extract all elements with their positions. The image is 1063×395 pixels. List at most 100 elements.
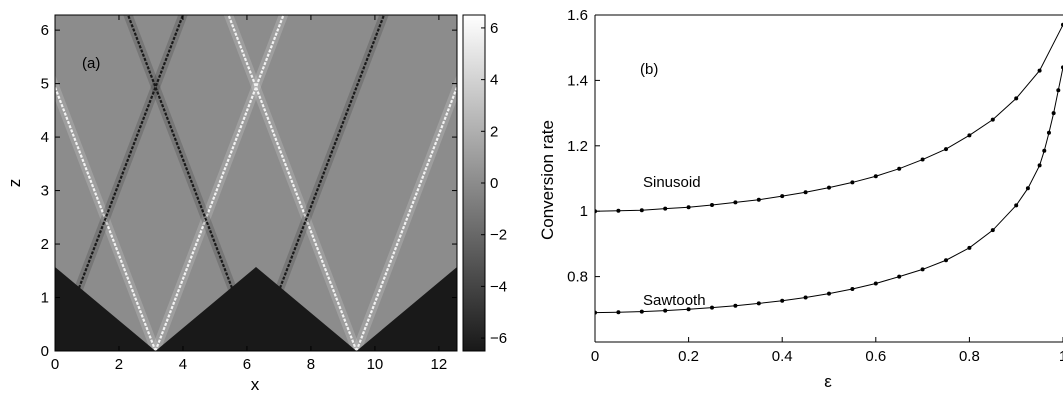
data-point-sawtooth <box>663 308 668 313</box>
line-x-axis-label: ε <box>824 372 832 391</box>
data-point-sinusoid <box>827 185 831 190</box>
data-point-sawtooth <box>850 287 855 292</box>
data-point-sawtooth <box>733 303 738 308</box>
beam-line-light <box>154 15 285 351</box>
line-axes: 0 0.2 0.4 0.6 0.8 1 1.6 1.4 1.2 1 0.8 <box>567 7 1063 365</box>
line-y-tick-label: 0.8 <box>567 269 588 286</box>
data-point-sawtooth <box>1046 130 1051 135</box>
beam-halo-light <box>55 74 160 351</box>
data-point-sawtooth <box>827 291 831 296</box>
colorbar-tick-label: 6 <box>490 20 498 37</box>
colorbar-tick-label: 0 <box>490 175 498 192</box>
data-point-sinusoid <box>710 202 714 207</box>
data-point-sawtooth <box>944 258 948 263</box>
line-y-tick-label: 1.6 <box>567 7 588 24</box>
data-point-sinusoid <box>1037 68 1042 73</box>
sawtooth-annotation: Sawtooth <box>643 292 706 309</box>
heatmap-y-tick-label: 1 <box>41 290 49 307</box>
line-y-tick-label: 1.4 <box>567 72 588 89</box>
line-x-tick-label: 0.8 <box>959 348 980 365</box>
data-point-sawtooth <box>920 267 925 272</box>
panel-b-label: (b) <box>640 61 658 78</box>
topography-region <box>55 266 457 351</box>
beam-line-light <box>227 15 358 351</box>
data-point-sawtooth <box>873 281 878 286</box>
colorbar-tick-label: 2 <box>490 123 498 140</box>
colorbar-tick-label: −6 <box>490 330 507 347</box>
heatmap-x-tick-label: 12 <box>431 356 448 373</box>
data-point-sawtooth <box>1042 148 1047 153</box>
heatmap-frame <box>54 14 458 352</box>
line-y-tick-label: 1 <box>580 203 588 220</box>
line-x-tick-label: 0 <box>591 348 599 365</box>
heatmap-y-tick-label: 0 <box>41 343 49 360</box>
colorbar-ticks: 6 4 2 0 −2 −4 −6 <box>481 20 507 347</box>
heatmap-x-tick-label: 2 <box>115 356 123 373</box>
beam-line-light <box>355 84 457 351</box>
panel-a-label: (a) <box>82 55 100 72</box>
heatmap-x-tick-label: 0 <box>51 356 59 373</box>
data-point-sawtooth <box>639 309 644 314</box>
line-x-tick-label: 0.6 <box>865 348 886 365</box>
heatmap-x-tick-label: 10 <box>367 356 384 373</box>
data-point-sawtooth <box>686 307 691 312</box>
data-point-sawtooth <box>1037 163 1042 168</box>
beam-halo-dark <box>251 15 389 351</box>
data-point-sinusoid <box>920 157 925 162</box>
sinusoid-annotation: Sinusoid <box>643 174 701 191</box>
heatmap-x-tick-label: 4 <box>179 356 187 373</box>
data-point-sawtooth <box>616 310 621 315</box>
heatmap-y-tick-label: 4 <box>41 129 49 146</box>
heatmap-y-axis-label: z <box>5 179 24 188</box>
data-point-sinusoid <box>663 206 668 211</box>
data-point-sawtooth <box>1051 111 1056 116</box>
beam-line-dark <box>254 15 386 351</box>
heatmap-y-tick-label: 5 <box>41 76 49 93</box>
data-point-sawtooth <box>1056 88 1061 93</box>
beam-line-dark <box>126 15 258 351</box>
beam-line-light <box>55 84 157 351</box>
data-point-sinusoid <box>639 208 644 213</box>
heatmap-x-axis-label: x <box>251 375 260 394</box>
data-point-sinusoid <box>850 180 855 185</box>
line-series <box>595 22 1063 315</box>
colorbar-tick-label: 4 <box>490 72 498 89</box>
heatmap-x-tick-label: 8 <box>307 356 315 373</box>
data-point-sawtooth <box>803 295 808 300</box>
beam-halo-dark <box>55 15 188 351</box>
data-point-sawtooth <box>1014 203 1019 208</box>
series-line-sawtooth <box>595 67 1063 314</box>
line-y-axis-label: Conversion rate <box>538 120 557 240</box>
data-point-sawtooth <box>897 274 902 279</box>
data-point-sinusoid <box>616 208 621 213</box>
line-x-tick-label: 0.2 <box>678 348 699 365</box>
data-point-sawtooth <box>990 228 995 233</box>
beam-halo-dark <box>123 15 261 351</box>
beam-halo-light <box>352 74 457 351</box>
heatmap-y-tick-label: 2 <box>41 236 49 253</box>
colorbar: 6 4 2 0 −2 −4 −6 <box>462 14 507 352</box>
data-point-sinusoid <box>897 166 902 171</box>
data-point-sawtooth <box>780 298 785 303</box>
data-point-sinusoid <box>595 209 597 214</box>
beam-line-dark <box>55 15 185 351</box>
data-point-sawtooth <box>756 301 761 306</box>
colorbar-tick-label: −4 <box>490 278 507 295</box>
line-y-tick-label: 1.2 <box>567 138 588 155</box>
beam-halo-light <box>223 15 361 351</box>
data-point-sawtooth <box>595 310 597 315</box>
heatmap-y-tick-label: 3 <box>41 183 49 200</box>
data-point-sinusoid <box>873 174 878 179</box>
line-x-tick-label: 0.4 <box>772 348 793 365</box>
colorbar-tick-label: −2 <box>490 227 507 244</box>
data-point-sinusoid <box>733 200 738 205</box>
data-point-sinusoid <box>780 194 785 199</box>
panel-b: 0 0.2 0.4 0.6 0.8 1 1.6 1.4 1.2 1 0.8 (b) Sinusoid… <box>538 7 1063 391</box>
data-point-sinusoid <box>944 147 948 152</box>
data-point-sinusoid <box>967 133 972 138</box>
data-point-sinusoid <box>990 117 995 122</box>
data-point-sawtooth <box>1025 186 1030 191</box>
